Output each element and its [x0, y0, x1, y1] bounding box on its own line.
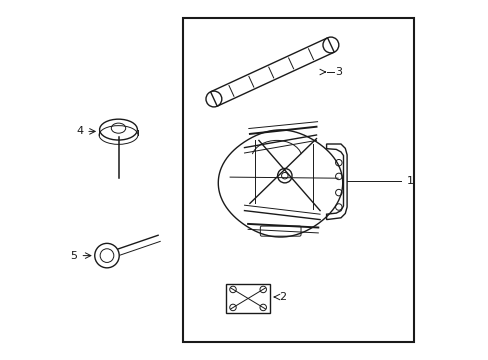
Text: 5: 5 — [70, 251, 77, 261]
Text: 3: 3 — [335, 67, 342, 77]
Text: 1: 1 — [406, 176, 413, 186]
Text: 4: 4 — [76, 126, 83, 136]
Text: 2: 2 — [279, 292, 285, 302]
Bar — [183, 18, 413, 342]
Bar — [226, 284, 269, 313]
